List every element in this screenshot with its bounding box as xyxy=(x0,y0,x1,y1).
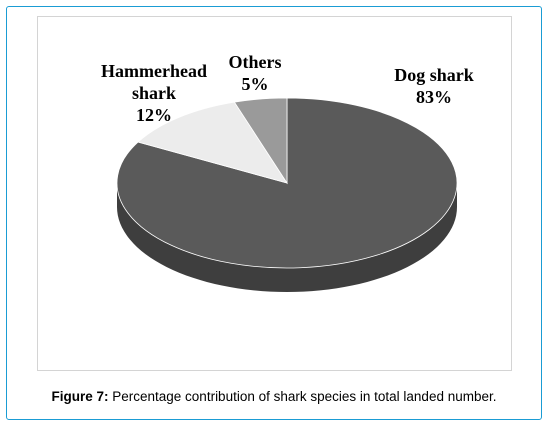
pie-sides xyxy=(117,183,457,292)
slice-label-dog: Dog shark 83% xyxy=(382,64,486,108)
figure-caption: Figure 7: Percentage contribution of sha… xyxy=(6,389,542,404)
chart-area xyxy=(37,16,512,371)
figure-frame xyxy=(6,6,542,420)
pie-tops xyxy=(116,97,458,269)
slice-percent: 12% xyxy=(136,105,172,125)
slice-name-line2: shark xyxy=(131,83,176,103)
slice-label-hammerhead: Hammerhead shark 12% xyxy=(92,60,216,126)
slice-name-line1: Dog shark xyxy=(394,65,474,85)
pie-slice-others xyxy=(233,97,288,185)
slice-label-others: Others 5% xyxy=(222,51,288,95)
pie-slice-hammerhead xyxy=(137,101,288,184)
slice-percent: 5% xyxy=(241,74,269,94)
pie-side-dog xyxy=(117,183,457,292)
pie-slice-dog xyxy=(116,97,458,269)
caption-label: Figure 7: xyxy=(51,389,109,404)
slice-name-line1: Hammerhead xyxy=(101,61,207,81)
slice-name-line1: Others xyxy=(228,52,282,72)
slice-percent: 83% xyxy=(416,87,452,107)
caption-text: Percentage contribution of shark species… xyxy=(108,389,497,404)
